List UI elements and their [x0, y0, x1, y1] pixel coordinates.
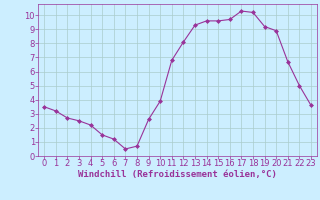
X-axis label: Windchill (Refroidissement éolien,°C): Windchill (Refroidissement éolien,°C) [78, 170, 277, 179]
